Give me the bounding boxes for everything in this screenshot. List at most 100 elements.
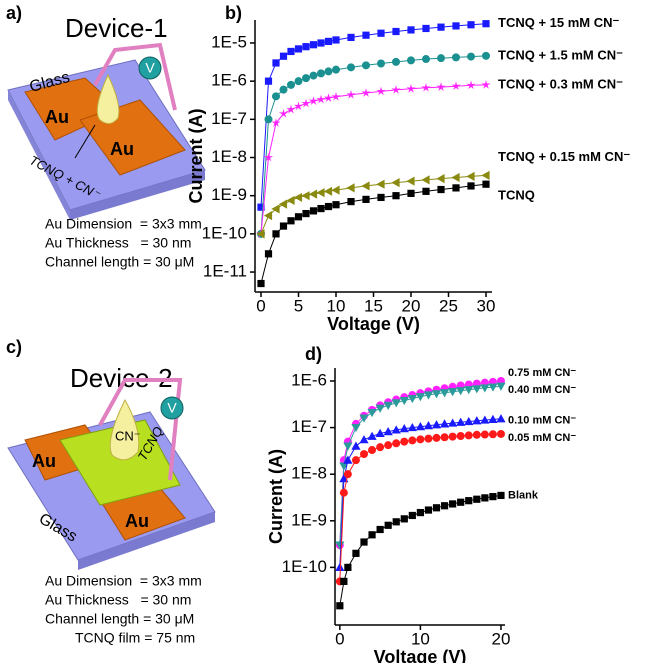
marker bbox=[422, 25, 429, 32]
device-2: c) Device-2 V CN⁻ TCNQ Au Au Glass Au Di… bbox=[6, 337, 215, 646]
marker bbox=[441, 433, 449, 441]
marker bbox=[317, 39, 324, 46]
marker bbox=[466, 172, 474, 181]
marker bbox=[280, 86, 288, 94]
marker bbox=[393, 518, 400, 525]
marker bbox=[325, 38, 332, 45]
marker bbox=[347, 34, 354, 41]
marker bbox=[301, 191, 309, 200]
marker bbox=[367, 432, 376, 440]
series-line bbox=[261, 24, 486, 208]
spec: Channel length = 30 μM bbox=[45, 611, 194, 627]
marker bbox=[422, 188, 429, 195]
marker bbox=[433, 504, 440, 511]
marker bbox=[335, 563, 344, 571]
marker bbox=[272, 230, 279, 237]
marker bbox=[407, 190, 414, 197]
series-label: TCNQ + 1.5 mM CN⁻ bbox=[498, 47, 623, 62]
marker bbox=[436, 174, 444, 183]
panel-label: c) bbox=[6, 337, 22, 357]
marker bbox=[264, 211, 272, 220]
marker bbox=[351, 442, 360, 450]
marker bbox=[377, 30, 384, 37]
marker bbox=[384, 402, 393, 410]
marker bbox=[343, 443, 352, 451]
x-tick-label: 20 bbox=[492, 629, 511, 648]
marker bbox=[294, 101, 303, 110]
marker bbox=[384, 441, 392, 449]
marker bbox=[272, 92, 280, 100]
marker bbox=[422, 55, 430, 63]
marker bbox=[361, 181, 369, 190]
series-line bbox=[261, 56, 486, 234]
marker bbox=[302, 43, 309, 50]
marker bbox=[332, 36, 339, 43]
marker bbox=[377, 194, 384, 201]
x-tick-label: 10 bbox=[327, 296, 346, 315]
marker bbox=[385, 522, 392, 529]
y-tick-label: 1E-10 bbox=[202, 223, 247, 242]
y-tick-label: 1E-6 bbox=[211, 71, 247, 90]
marker bbox=[465, 431, 473, 439]
marker bbox=[481, 171, 489, 180]
marker bbox=[401, 515, 408, 522]
marker bbox=[473, 431, 481, 439]
marker bbox=[265, 115, 273, 123]
marker bbox=[340, 578, 347, 585]
y-tick-label: 1E-10 bbox=[282, 557, 327, 576]
spec: Channel length = 30 μM bbox=[45, 254, 194, 270]
series-line bbox=[261, 175, 486, 234]
marker bbox=[347, 198, 354, 205]
marker bbox=[425, 506, 432, 513]
spec: Au Thickness = 30 nm bbox=[45, 235, 191, 251]
marker bbox=[408, 436, 416, 444]
marker bbox=[424, 435, 432, 443]
panel-label: d) bbox=[305, 344, 322, 364]
marker bbox=[481, 80, 490, 89]
marker bbox=[481, 494, 488, 501]
series-label: Blank bbox=[508, 489, 539, 501]
marker bbox=[452, 184, 459, 191]
electrode-label: Au bbox=[32, 451, 56, 471]
marker bbox=[465, 497, 472, 504]
marker bbox=[286, 105, 295, 114]
electrode-label: Au bbox=[125, 511, 149, 531]
marker bbox=[457, 432, 465, 440]
marker bbox=[295, 213, 302, 220]
marker bbox=[377, 60, 385, 68]
marker bbox=[362, 61, 370, 69]
x-tick-label: 30 bbox=[477, 296, 496, 315]
series-label: 0.10 mM CN⁻ bbox=[508, 415, 576, 427]
y-tick-label: 1E-7 bbox=[211, 109, 247, 128]
marker bbox=[294, 193, 302, 202]
electrode-label: Au bbox=[110, 139, 134, 159]
marker bbox=[287, 81, 295, 89]
marker bbox=[482, 20, 489, 27]
marker bbox=[452, 22, 459, 29]
marker bbox=[368, 446, 376, 454]
x-tick-label: 0 bbox=[256, 296, 265, 315]
marker bbox=[310, 41, 317, 48]
marker bbox=[287, 217, 294, 224]
series-label: 0.05 mM CN⁻ bbox=[508, 432, 576, 444]
marker bbox=[310, 72, 318, 80]
marker bbox=[417, 509, 424, 516]
marker bbox=[376, 180, 384, 189]
x-axis-title: Voltage (V) bbox=[374, 647, 467, 663]
marker bbox=[332, 201, 339, 208]
marker bbox=[257, 280, 264, 287]
marker bbox=[392, 58, 400, 66]
x-axis-title: Voltage (V) bbox=[327, 314, 420, 334]
marker bbox=[336, 602, 343, 609]
series-label: TCNQ + 0.3 mM CN⁻ bbox=[498, 76, 623, 91]
marker bbox=[265, 78, 272, 85]
spec: Au Thickness = 30 nm bbox=[45, 592, 191, 608]
marker bbox=[467, 21, 474, 28]
meter-label: V bbox=[145, 60, 155, 76]
marker bbox=[279, 200, 287, 209]
marker bbox=[344, 564, 351, 571]
series-label: TCNQ bbox=[498, 188, 535, 203]
marker bbox=[376, 405, 385, 413]
marker bbox=[437, 24, 444, 31]
series-line bbox=[261, 85, 486, 234]
